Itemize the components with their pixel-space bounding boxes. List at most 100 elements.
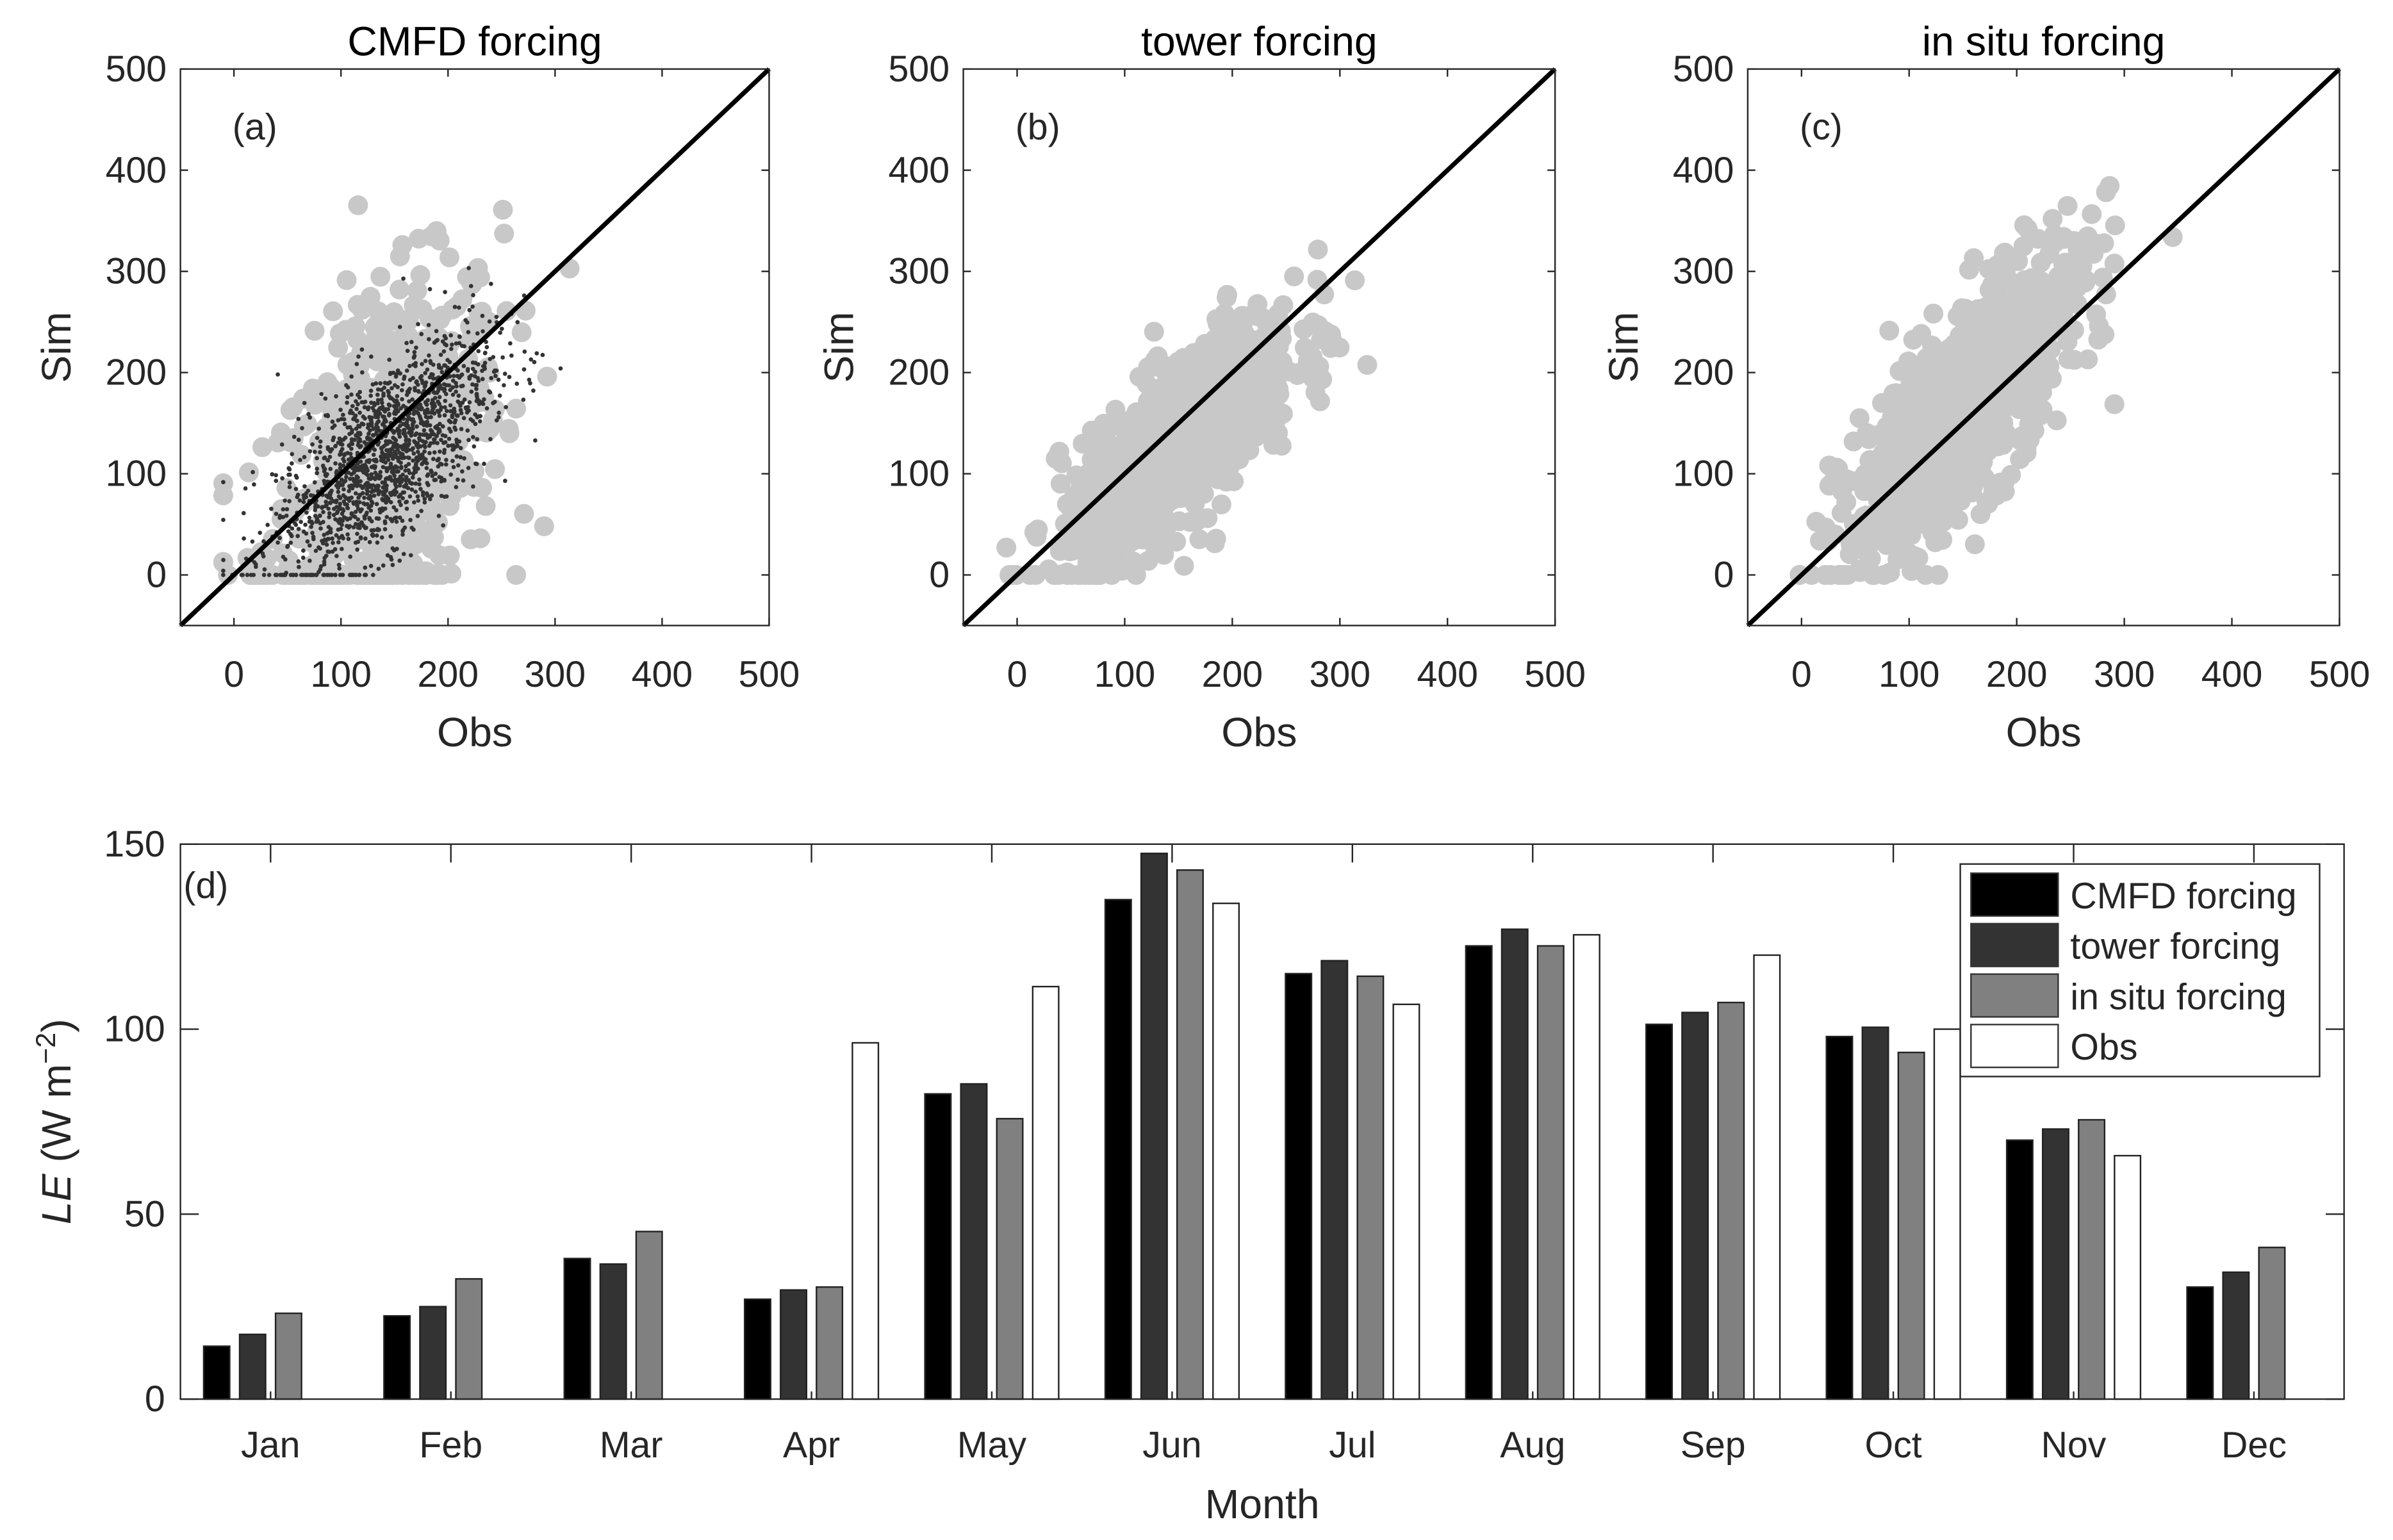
data-point (1249, 382, 1269, 402)
y-tick-label: 200 (106, 352, 167, 393)
data-point (313, 450, 317, 454)
panel-label: (b) (1016, 107, 1060, 148)
data-point (331, 438, 336, 443)
data-point (372, 402, 377, 407)
data-point (293, 388, 313, 409)
data-point (262, 567, 267, 572)
data-point (308, 573, 312, 577)
data-point (345, 505, 350, 511)
data-point (1061, 520, 1081, 540)
data-point (445, 365, 450, 370)
data-point (387, 411, 391, 416)
data-point (371, 433, 376, 438)
data-point (448, 333, 454, 338)
data-point (349, 440, 354, 445)
data-point (349, 511, 354, 516)
data-point (420, 490, 425, 495)
data-point (250, 539, 255, 544)
data-point (334, 533, 339, 537)
data-point (378, 381, 382, 386)
data-point (410, 475, 415, 480)
y-label-close: ) (33, 1019, 79, 1032)
chart-title: tower forcing (1141, 18, 1377, 64)
data-point (1099, 434, 1119, 455)
data-point (480, 313, 485, 318)
data-point (1242, 304, 1263, 325)
data-point (336, 562, 341, 568)
data-point (457, 341, 462, 346)
y-label-italic: LE (33, 1174, 79, 1225)
data-point (317, 426, 322, 431)
data-point (318, 526, 323, 531)
axes-box (962, 68, 1556, 627)
data-point (484, 406, 489, 411)
data-point (1050, 473, 1071, 494)
data-point (349, 374, 354, 379)
data-point (393, 464, 398, 469)
data-point (400, 382, 405, 387)
data-point (441, 523, 446, 528)
data-point (366, 405, 371, 410)
data-point (374, 429, 379, 434)
data-point (368, 393, 374, 398)
data-point (380, 480, 385, 485)
data-point (412, 439, 416, 444)
data-point (433, 477, 438, 482)
data-point (1224, 321, 1244, 341)
data-point (322, 559, 327, 564)
data-point (1273, 295, 1294, 315)
data-point (410, 422, 415, 427)
bar-in-situ-forcing (996, 1118, 1024, 1400)
data-point (374, 414, 379, 419)
data-point (454, 381, 458, 386)
data-point (394, 520, 399, 524)
data-point (298, 457, 302, 463)
data-point (456, 477, 460, 482)
data-point (1111, 559, 1131, 580)
data-point (1262, 355, 1282, 375)
data-point (491, 355, 496, 359)
data-point (348, 195, 368, 215)
data-point (1271, 436, 1292, 456)
bar-cmfd-forcing (1825, 1035, 1854, 1400)
data-point (428, 359, 432, 364)
data-point (1880, 506, 1901, 527)
data-point (353, 509, 358, 514)
data-point (2104, 253, 2125, 274)
data-point (456, 393, 461, 398)
data-point (363, 573, 368, 577)
data-point (425, 473, 430, 479)
data-point (347, 411, 352, 415)
x-tick-label: 100 (1094, 654, 1156, 695)
data-point (2059, 283, 2079, 303)
data-point (337, 566, 342, 571)
x-tick-label: 400 (2201, 654, 2263, 695)
bar-cmfd-forcing (563, 1257, 591, 1400)
data-point (354, 361, 359, 366)
data-point (328, 338, 349, 358)
data-point (1977, 385, 1998, 405)
data-point (1994, 481, 2015, 502)
bar-tower-forcing (1861, 1026, 1889, 1400)
data-point (1272, 404, 1293, 424)
data-point (287, 484, 292, 489)
data-point (1871, 521, 1892, 541)
data-point (458, 407, 463, 413)
data-point (484, 345, 489, 350)
data-point (380, 508, 385, 512)
data-point (305, 539, 310, 544)
data-point (1174, 555, 1194, 576)
data-point (507, 375, 512, 379)
data-point (393, 348, 413, 368)
data-point (293, 416, 314, 437)
data-point (338, 452, 342, 457)
data-point (308, 449, 313, 454)
y-tick-label: 100 (1673, 454, 1734, 495)
data-point (358, 437, 363, 442)
bar-tower-forcing (599, 1263, 627, 1400)
data-point (323, 301, 343, 322)
data-point (440, 339, 445, 344)
data-point (367, 539, 372, 545)
data-point (436, 457, 441, 463)
data-point (487, 319, 492, 324)
